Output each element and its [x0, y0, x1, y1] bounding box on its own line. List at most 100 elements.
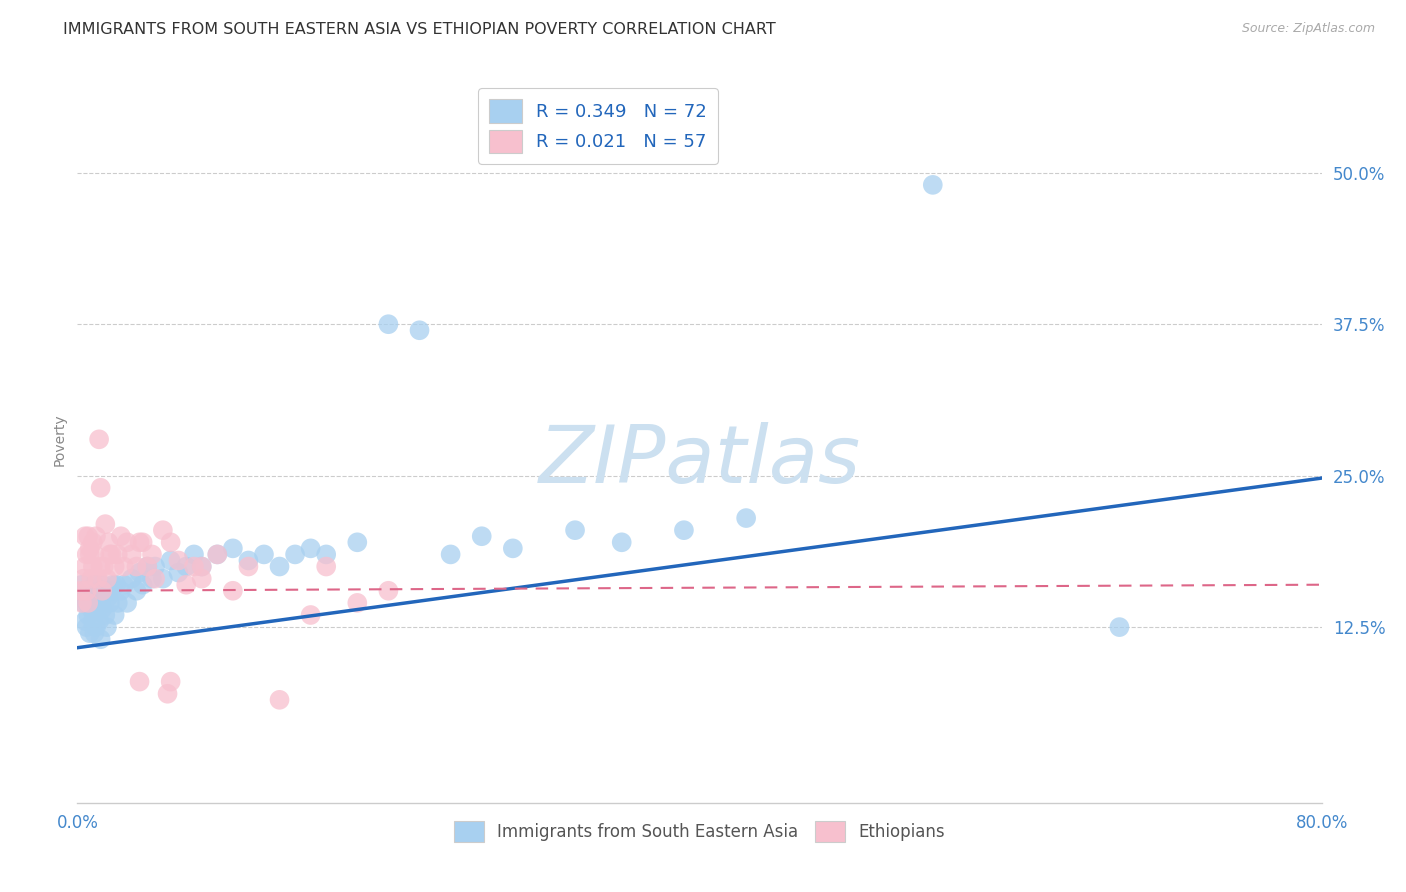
- Point: [238, 559, 260, 574]
- Point: [152, 523, 174, 537]
- Point: [82, 559, 104, 574]
- Point: [76, 596, 98, 610]
- Point: [87, 614, 110, 628]
- Point: [131, 578, 153, 592]
- Point: [90, 596, 112, 610]
- Point: [190, 559, 214, 574]
- Point: [136, 559, 159, 574]
- Point: [115, 535, 138, 549]
- Point: [141, 572, 163, 586]
- Point: [76, 548, 98, 562]
- Point: [269, 559, 291, 574]
- Point: [82, 590, 104, 604]
- Point: [408, 323, 430, 337]
- Point: [141, 548, 163, 562]
- Point: [564, 523, 586, 537]
- Point: [131, 535, 153, 549]
- Point: [76, 583, 98, 598]
- Point: [80, 572, 103, 586]
- Text: IMMIGRANTS FROM SOUTH EASTERN ASIA VS ETHIOPIAN POVERTY CORRELATION CHART: IMMIGRANTS FROM SOUTH EASTERN ASIA VS ET…: [63, 22, 776, 37]
- Point: [672, 523, 695, 537]
- Point: [100, 548, 122, 562]
- Point: [377, 583, 399, 598]
- Point: [87, 583, 110, 598]
- Point: [80, 602, 103, 616]
- Point: [110, 583, 132, 598]
- Point: [84, 620, 107, 634]
- Y-axis label: Poverty: Poverty: [52, 413, 66, 466]
- Point: [72, 572, 94, 586]
- Text: ZIPatlas: ZIPatlas: [538, 422, 860, 500]
- Point: [222, 541, 245, 556]
- Point: [94, 517, 117, 532]
- Point: [79, 583, 101, 598]
- Point: [104, 607, 127, 622]
- Point: [136, 559, 159, 574]
- Point: [125, 559, 148, 574]
- Point: [315, 548, 337, 562]
- Point: [70, 578, 93, 592]
- Point: [82, 614, 104, 628]
- Point: [83, 548, 105, 562]
- Point: [107, 548, 129, 562]
- Point: [86, 602, 108, 616]
- Point: [1108, 620, 1130, 634]
- Point: [143, 559, 166, 574]
- Point: [222, 583, 245, 598]
- Point: [183, 548, 205, 562]
- Point: [471, 529, 494, 543]
- Point: [128, 566, 150, 580]
- Point: [94, 607, 117, 622]
- Point: [110, 529, 132, 543]
- Point: [86, 572, 108, 586]
- Point: [79, 541, 101, 556]
- Point: [97, 590, 120, 604]
- Point: [82, 535, 104, 549]
- Point: [346, 596, 368, 610]
- Point: [735, 511, 758, 525]
- Point: [107, 596, 129, 610]
- Point: [80, 596, 103, 610]
- Point: [207, 548, 229, 562]
- Point: [152, 572, 174, 586]
- Point: [115, 596, 138, 610]
- Point: [253, 548, 276, 562]
- Point: [91, 602, 114, 616]
- Point: [75, 559, 97, 574]
- Point: [159, 553, 181, 567]
- Point: [86, 596, 108, 610]
- Point: [69, 583, 91, 598]
- Point: [90, 632, 112, 647]
- Point: [128, 674, 150, 689]
- Point: [77, 529, 100, 543]
- Point: [98, 548, 121, 562]
- Point: [79, 548, 101, 562]
- Point: [75, 614, 97, 628]
- Point: [156, 687, 179, 701]
- Point: [112, 578, 135, 592]
- Point: [96, 572, 118, 586]
- Point: [121, 548, 143, 562]
- Point: [84, 529, 107, 543]
- Point: [75, 590, 97, 604]
- Point: [90, 559, 112, 574]
- Legend: Immigrants from South Eastern Asia, Ethiopians: Immigrants from South Eastern Asia, Ethi…: [447, 814, 952, 849]
- Point: [96, 620, 118, 634]
- Point: [112, 559, 135, 574]
- Point: [84, 590, 107, 604]
- Point: [105, 578, 128, 592]
- Point: [299, 541, 322, 556]
- Point: [70, 596, 93, 610]
- Point: [79, 626, 101, 640]
- Point: [502, 541, 524, 556]
- Point: [183, 559, 205, 574]
- Point: [190, 559, 214, 574]
- Point: [315, 559, 337, 574]
- Point: [174, 559, 197, 574]
- Point: [104, 559, 127, 574]
- Point: [284, 548, 307, 562]
- Point: [93, 583, 115, 598]
- Point: [93, 559, 115, 574]
- Point: [72, 596, 94, 610]
- Point: [143, 572, 166, 586]
